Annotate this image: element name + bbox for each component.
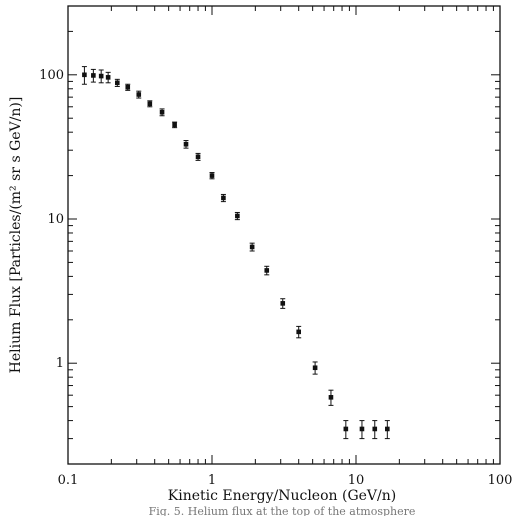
data-marker [82, 72, 87, 78]
data-marker [343, 426, 349, 432]
data-point [234, 211, 240, 221]
x-tick-label: 10 [348, 473, 365, 488]
data-point [147, 100, 153, 108]
data-marker [147, 101, 153, 107]
data-marker [221, 195, 226, 201]
data-point [125, 83, 131, 91]
data-marker [183, 141, 189, 147]
plot-frame [67, 5, 501, 465]
x-tick-label: 0.1 [58, 473, 79, 488]
data-point [384, 420, 390, 440]
data-point [312, 361, 318, 375]
data-marker [296, 329, 301, 335]
data-point [81, 66, 87, 85]
data-point [372, 420, 378, 440]
data-marker [195, 154, 201, 160]
data-point [195, 152, 201, 161]
data-marker [105, 75, 111, 80]
data-marker [372, 426, 378, 432]
x-tick-label: 100 [488, 473, 513, 488]
data-point [90, 68, 96, 83]
data-marker [385, 426, 390, 432]
axis-ticks [67, 5, 500, 465]
data-marker [249, 244, 255, 250]
y-tick-label: 100 [39, 68, 64, 83]
data-point [328, 389, 334, 406]
y-tick-labels: 1 10 100 [39, 68, 64, 371]
data-marker [328, 395, 334, 400]
x-axis-label: Kinetic Energy/Nucleon (GeV/n) [168, 488, 396, 504]
data-marker [280, 301, 286, 306]
data-marker [172, 122, 177, 128]
data-marker [159, 109, 165, 115]
data-point [296, 325, 302, 339]
y-tick-label: 1 [56, 356, 64, 371]
data-point [280, 298, 286, 309]
data-marker [209, 173, 215, 178]
data-point [114, 78, 120, 87]
data-point [136, 90, 142, 99]
data-point [220, 193, 226, 203]
data-marker [125, 84, 131, 90]
data-point [343, 420, 349, 440]
data-point [105, 71, 111, 84]
data-point [159, 108, 165, 117]
data-points [81, 66, 390, 440]
data-marker [264, 268, 270, 273]
y-axis-label: Helium Flux [Particles/(m² sr s GeV/n)] [8, 97, 24, 374]
data-marker [91, 73, 96, 78]
data-point [98, 69, 104, 84]
data-marker [312, 365, 318, 371]
data-point [359, 420, 365, 440]
data-marker [235, 213, 240, 219]
x-tick-label: 1 [208, 473, 216, 488]
data-marker [115, 80, 120, 86]
x-tick-labels: 0.1 1 10 100 [58, 473, 513, 488]
data-point [264, 265, 270, 276]
data-marker [98, 73, 104, 79]
data-point [249, 242, 255, 252]
figure-caption: Fig. 5. Helium flux at the top of the at… [149, 505, 416, 516]
data-marker [136, 92, 142, 97]
data-point [172, 121, 178, 129]
data-point [209, 172, 215, 180]
y-tick-label: 10 [47, 212, 64, 227]
data-marker [359, 426, 365, 432]
data-point [183, 140, 189, 149]
